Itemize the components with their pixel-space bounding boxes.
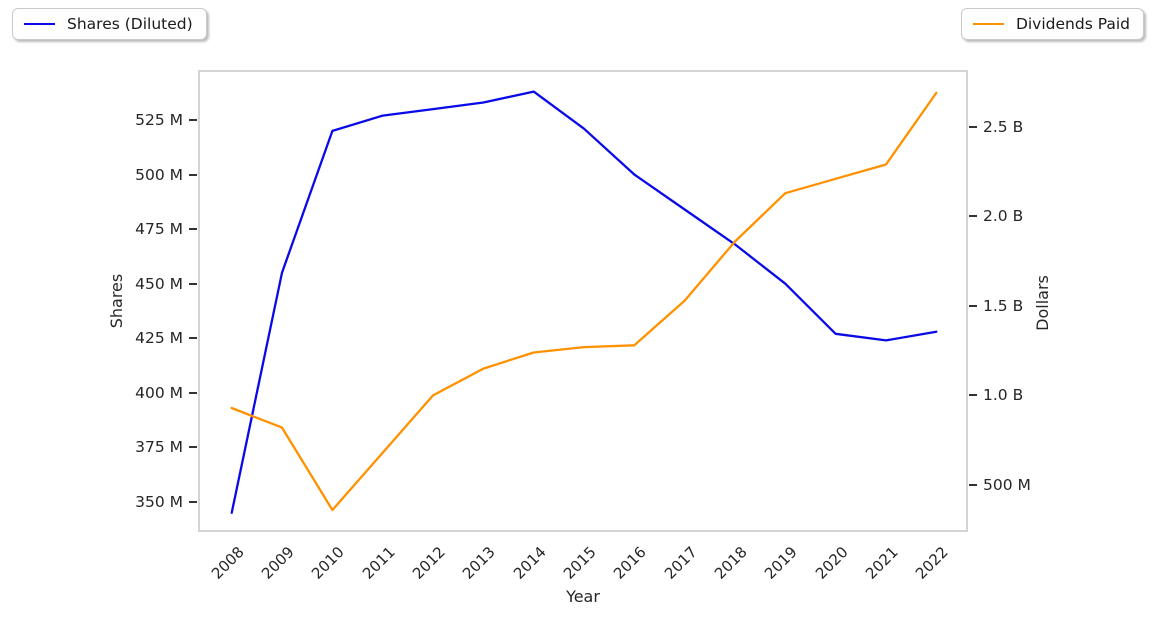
plot-area — [198, 70, 968, 532]
dividends-legend-line-icon — [972, 23, 1004, 25]
left-axis-tick-mark — [189, 173, 197, 176]
right-axis-tick-mark — [969, 304, 977, 307]
left-axis-tick-label: 350 M — [135, 492, 183, 511]
x-axis-tick-label: 2017 — [660, 543, 701, 583]
left-axis-tick-label: 500 M — [135, 165, 183, 184]
right-axis-tick-label: 2.5 B — [983, 117, 1024, 136]
right-axis-tick-label: 1.5 B — [983, 296, 1024, 315]
x-axis-tick-label: 2013 — [459, 543, 500, 583]
x-axis-tick-label: 2020 — [811, 543, 852, 583]
left-axis-tick-mark — [189, 500, 197, 503]
legend-shares[interactable]: Shares (Diluted) — [12, 8, 207, 40]
dividends-legend-label: Dividends Paid — [1015, 15, 1130, 33]
left-axis-tick-mark — [189, 282, 197, 285]
right-axis-tick-mark — [969, 483, 977, 486]
x-axis-tick-label: 2010 — [308, 543, 349, 583]
x-axis-tick-label: 2011 — [358, 543, 399, 583]
x-axis-tick-label: 2019 — [761, 543, 802, 583]
right-axis-tick-mark — [969, 394, 977, 397]
left-axis-tick-label: 450 M — [135, 274, 183, 293]
left-axis-tick-label: 475 M — [135, 220, 183, 239]
right-axis-tick-label: 2.0 B — [983, 207, 1024, 226]
x-axis-tick-label: 2009 — [258, 543, 298, 583]
right-axis-tick-mark — [969, 215, 977, 218]
x-axis-title: Year — [566, 587, 600, 606]
left-axis-tick-mark — [189, 228, 197, 231]
left-axis-tick-label: 400 M — [135, 383, 183, 402]
right-axis-tick-label: 500 M — [983, 475, 1031, 494]
left-axis-tick-label: 525 M — [135, 110, 183, 129]
x-axis-tick-label: 2012 — [409, 543, 449, 583]
plot-border — [198, 70, 968, 532]
chart-canvas — [198, 70, 968, 532]
x-axis-tick-label: 2008 — [207, 543, 248, 583]
shares-legend-line-icon — [24, 23, 55, 25]
legend-dividends[interactable]: Dividends Paid — [960, 8, 1144, 40]
left-axis-tick-label: 425 M — [135, 329, 183, 348]
dividends-line — [230, 91, 938, 512]
x-axis-tick-label: 2018 — [710, 543, 751, 583]
left-axis-tick-mark — [189, 118, 197, 121]
x-axis-tick-label: 2021 — [861, 543, 902, 583]
left-axis-tick-mark — [189, 391, 197, 394]
left-axis-tick-mark — [189, 337, 197, 340]
x-axis-tick-label: 2022 — [912, 543, 953, 583]
shares-legend-label: Shares (Diluted) — [67, 15, 193, 33]
left-axis-tick-mark — [189, 446, 197, 449]
right-axis-tick-mark — [969, 125, 977, 128]
shares-line — [230, 90, 938, 514]
right-axis-tick-label: 1.0 B — [983, 386, 1024, 405]
left-axis-tick-label: 375 M — [135, 438, 183, 457]
